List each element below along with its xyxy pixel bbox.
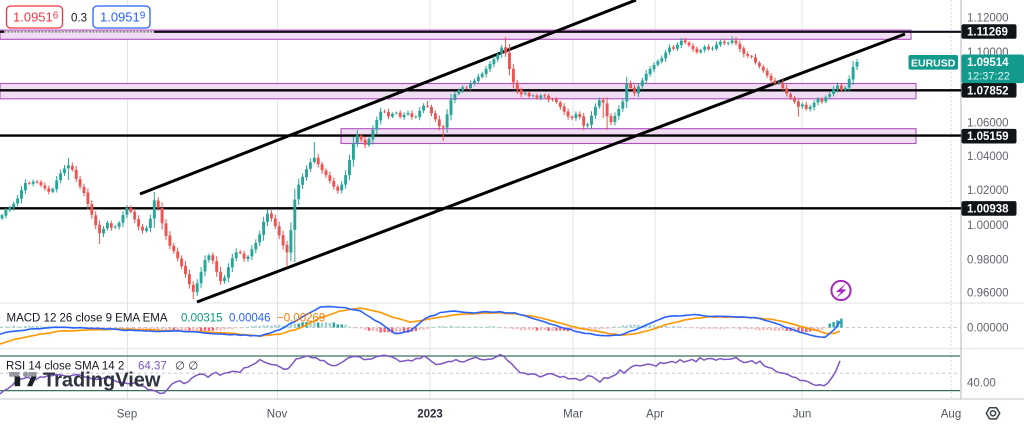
svg-text:1.12000: 1.12000 <box>967 13 1009 25</box>
svg-text:0.00315: 0.00315 <box>181 312 223 324</box>
svg-text:1.00000: 1.00000 <box>967 220 1009 232</box>
svg-text:−0.00269: −0.00269 <box>277 312 325 324</box>
svg-text:Nov: Nov <box>267 409 288 421</box>
svg-text:0.98000: 0.98000 <box>967 254 1009 266</box>
svg-text:Mar: Mar <box>563 409 583 421</box>
svg-text:1.09514: 1.09514 <box>967 57 1009 69</box>
svg-text:1.11269: 1.11269 <box>967 27 1008 39</box>
svg-text:0.96000: 0.96000 <box>967 288 1009 300</box>
svg-text:Sep: Sep <box>117 409 137 421</box>
svg-text:Aug: Aug <box>941 409 961 421</box>
svg-text:1.06000: 1.06000 <box>967 118 1009 130</box>
svg-text:1.05159: 1.05159 <box>967 131 1009 143</box>
svg-text:2023: 2023 <box>417 409 443 421</box>
svg-text:TradingView: TradingView <box>43 370 161 392</box>
svg-text:1.09516: 1.09516 <box>13 10 59 25</box>
svg-text:1.00938: 1.00938 <box>967 203 1009 215</box>
svg-text:EURUSD: EURUSD <box>911 58 956 70</box>
svg-text:Jun: Jun <box>793 409 812 421</box>
svg-text:12:37:22: 12:37:22 <box>967 71 1010 83</box>
svg-text:1.02000: 1.02000 <box>967 185 1009 197</box>
svg-text:64.37: 64.37 <box>138 360 167 372</box>
svg-text:∅ ∅: ∅ ∅ <box>175 360 198 372</box>
svg-text:MACD 12 26 close 9 EMA EMA: MACD 12 26 close 9 EMA EMA <box>7 312 168 324</box>
svg-text:RSI 14 close SMA 14 2: RSI 14 close SMA 14 2 <box>6 360 124 372</box>
svg-text:1.07852: 1.07852 <box>967 85 1009 97</box>
svg-text:0.00000: 0.00000 <box>967 323 1009 335</box>
svg-text:1.09519: 1.09519 <box>100 10 146 25</box>
svg-text:Apr: Apr <box>646 409 664 421</box>
svg-text:1.04000: 1.04000 <box>967 151 1009 163</box>
svg-text:0.00046: 0.00046 <box>229 312 271 324</box>
svg-text:40.00: 40.00 <box>967 378 996 390</box>
svg-text:0.3: 0.3 <box>71 13 87 25</box>
